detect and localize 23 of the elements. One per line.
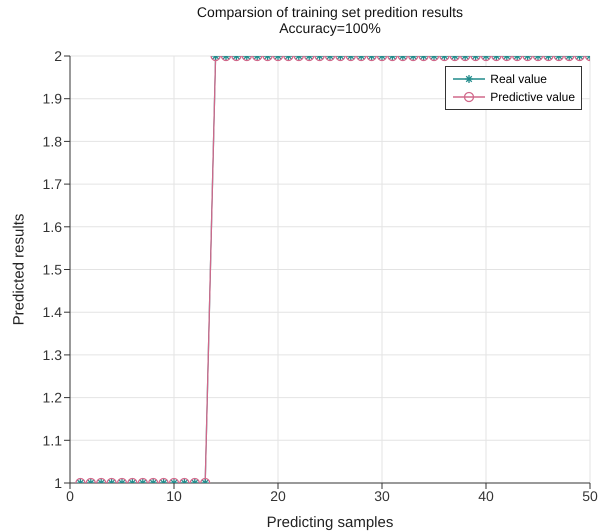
y-tick-label: 1.5 (42, 261, 62, 278)
y-tick-label: 1 (54, 474, 62, 491)
y-tick-label: 1.1 (42, 432, 62, 448)
x-tick-label: 30 (374, 488, 390, 504)
x-tick-label: 50 (582, 488, 598, 504)
x-tick-label: 10 (166, 488, 182, 504)
y-tick-label: 1.3 (42, 346, 62, 363)
x-axis-title: Predicting samples (266, 514, 394, 531)
chart-title: Comparsion of training set predition results (196, 4, 464, 20)
x-tick-label: 0 (66, 488, 74, 504)
chart-subtitle: Accuracy=100% (278, 20, 382, 36)
y-tick-label: 1.8 (42, 133, 62, 150)
y-tick-label: 1.7 (42, 176, 62, 192)
y-tick-label: 1.2 (42, 390, 62, 406)
x-tick-label: 40 (478, 488, 494, 504)
x-tick-label: 20 (270, 488, 286, 504)
y-tick-label: 1.9 (42, 90, 62, 107)
y-tick-label: 1.4 (42, 304, 62, 320)
y-tick-label: 2 (54, 48, 62, 64)
legend-label: Real value (490, 72, 547, 86)
legend-label: Predictive value (490, 90, 575, 104)
y-axis-title: Predicted results (10, 214, 28, 326)
y-tick-label: 1.6 (42, 218, 62, 235)
